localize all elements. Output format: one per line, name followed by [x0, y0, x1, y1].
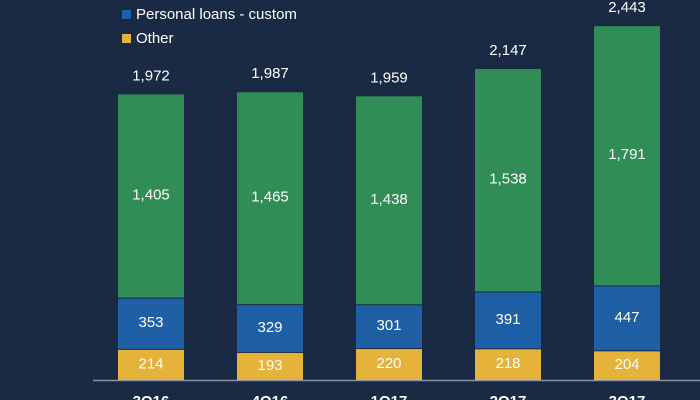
value-label: 1,791	[608, 146, 646, 163]
value-label: 214	[138, 355, 163, 372]
value-label: 301	[376, 317, 401, 334]
total-label: 1,959	[370, 69, 408, 86]
value-label: 218	[495, 355, 520, 372]
bar-segment	[356, 96, 422, 305]
x-tick-label: 1Q17	[371, 393, 408, 400]
value-label: 220	[376, 355, 401, 372]
value-label: 1,538	[489, 171, 527, 188]
value-label: 447	[614, 309, 639, 326]
bar-segment	[118, 94, 184, 298]
bar-segment	[118, 298, 184, 349]
value-label: 1,438	[370, 191, 408, 208]
value-label: 353	[138, 314, 163, 331]
bar-segment	[475, 292, 541, 349]
bar-segment	[475, 69, 541, 292]
x-tick-label: 4Q16	[252, 393, 289, 400]
value-label: 1,405	[132, 186, 170, 203]
bar-segment	[237, 305, 303, 352]
bar-segment	[594, 351, 660, 380]
bar-segment	[118, 349, 184, 380]
bar-segment	[237, 352, 303, 380]
x-tick-label: 2Q17	[490, 393, 527, 400]
legend-swatch	[122, 34, 131, 43]
total-label: 2,443	[608, 0, 646, 16]
value-label: 329	[257, 319, 282, 336]
value-label: 204	[614, 356, 639, 373]
bar-segment	[237, 92, 303, 305]
bar-segment	[356, 305, 422, 349]
total-label: 1,972	[132, 67, 170, 84]
legend-label: Other	[136, 30, 174, 47]
bar-segment	[475, 349, 541, 380]
value-label: 1,465	[251, 189, 289, 206]
x-tick-label: 3Q16	[133, 393, 170, 400]
bar-segment	[356, 349, 422, 380]
value-label: 193	[257, 357, 282, 374]
bar-segment	[594, 286, 660, 351]
legend-label: Personal loans - custom	[136, 6, 297, 23]
x-tick-label: 3Q17	[609, 393, 646, 400]
value-label: 391	[495, 311, 520, 328]
legend-swatch	[122, 10, 131, 19]
total-label: 1,987	[251, 65, 289, 82]
total-label: 2,147	[489, 42, 527, 59]
bar-segment	[594, 26, 660, 286]
